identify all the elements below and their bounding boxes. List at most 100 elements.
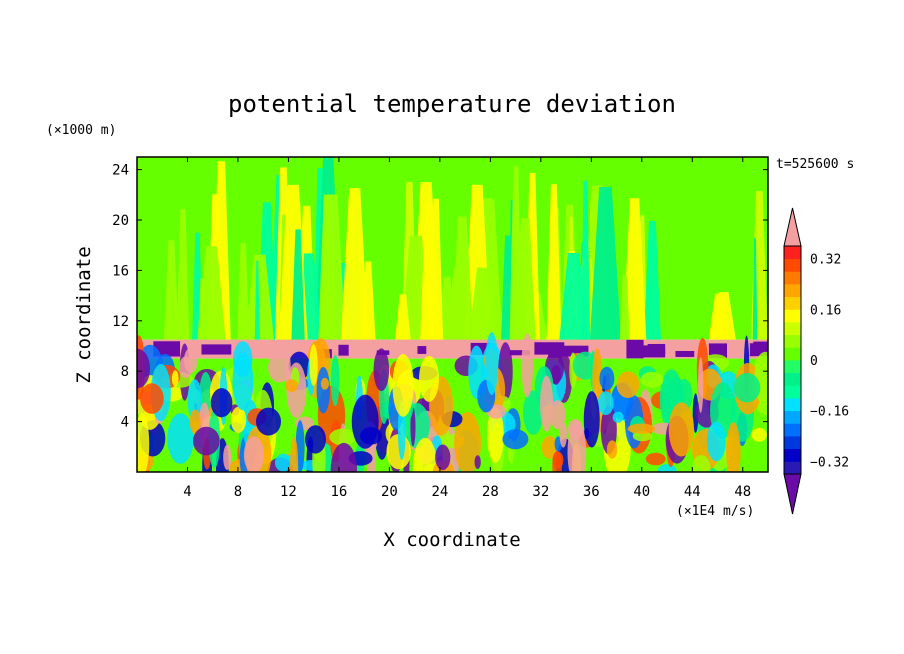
colorbar-segment [784,423,801,437]
eddy [309,344,318,386]
eddy [599,366,615,391]
y-tick-label: 8 [121,364,129,380]
streak [197,246,226,340]
colorbar-segment [784,271,801,285]
eddy [616,371,640,399]
colorbar-segment [784,284,801,298]
x-tick-label: 4 [183,484,191,500]
band-patch [559,345,589,357]
streak [245,254,274,340]
colorbar-segment [784,322,801,336]
eddy [223,444,232,470]
x-tick-label: 48 [734,484,751,500]
eddy [351,394,379,449]
colorbar-segment [784,334,801,348]
eddy [697,357,704,413]
streak [451,216,474,340]
colorbar-tick-label: −0.16 [810,405,849,420]
colorbar-segment [784,347,801,361]
streak [580,180,591,340]
streak [176,208,190,340]
y-axis-title: Z coordinate [73,246,95,383]
eddy [210,388,233,418]
streak [546,184,562,340]
eddy [330,355,340,407]
band-patch [675,350,695,357]
eddy [592,347,603,408]
streak [236,243,250,340]
eddy [285,379,299,392]
streak [622,198,647,340]
y-axis-ticks: 4 8 12 16 20 24 [112,163,768,431]
streak [438,276,456,340]
streak [514,218,536,340]
eddy [412,437,438,472]
eddy [167,413,194,464]
eddy [320,377,329,390]
y-tick-label: 12 [112,314,129,330]
streak [340,188,369,340]
eddy [373,348,390,392]
y-tick-label: 16 [112,263,129,279]
x-tick-label: 20 [381,484,398,500]
streak [711,292,736,340]
eddy [329,428,356,446]
eddy [541,435,558,459]
eddy [597,391,614,416]
colorbar-top-arrow [783,207,802,247]
eddy [268,352,291,383]
x-tick-label: 44 [684,484,701,500]
colorbar-segment [784,296,801,310]
eddy [330,442,357,472]
eddy [549,400,566,430]
eddy [606,440,618,459]
band-patch [338,344,349,356]
eddy [559,422,567,448]
eddy [645,452,666,466]
eddy [726,422,741,472]
colorbar-tick-label: 0.16 [810,303,841,318]
eddy [502,429,529,450]
colorbar-tick-label: −0.32 [810,455,849,470]
eddy [289,437,299,472]
eddy [706,421,726,462]
y-axis-units: (×1000 m) [46,123,116,138]
y-tick-label: 24 [112,163,129,179]
streak [163,240,179,340]
eddy [627,423,656,434]
colorbar-segment [784,436,801,450]
colorbar-tick-label: 0 [810,354,818,369]
colorbar-segment [784,448,801,462]
colorbar-bottom-arrow [783,473,802,515]
eddy [521,333,534,398]
streak [395,294,411,340]
eddy [137,348,151,389]
x-tick-label: 12 [280,484,297,500]
streak [318,194,346,340]
colorbar-segment [784,461,801,475]
eddy [187,379,202,422]
band-patch [212,346,224,354]
eddy [668,402,695,457]
eddy [733,372,761,403]
x-tick-label: 24 [431,484,448,500]
eddy [474,455,481,469]
eddy [486,406,504,463]
eddy [612,411,624,423]
upper-layer [137,157,768,340]
streak [643,220,661,340]
colorbar-segment [784,246,801,260]
eddy [435,444,451,471]
eddy [316,366,330,414]
band-patch [638,345,654,356]
eddy [419,355,439,402]
eddy [454,411,482,472]
chart-title: potential temperature deviation [228,90,676,118]
time-label: t=525600 s [776,157,854,172]
eddy [567,420,587,472]
eddy [692,455,711,472]
x-axis-units: (×1E4 m/s) [676,504,754,519]
x-tick-label: 36 [583,484,600,500]
colorbar-segment [784,410,801,424]
